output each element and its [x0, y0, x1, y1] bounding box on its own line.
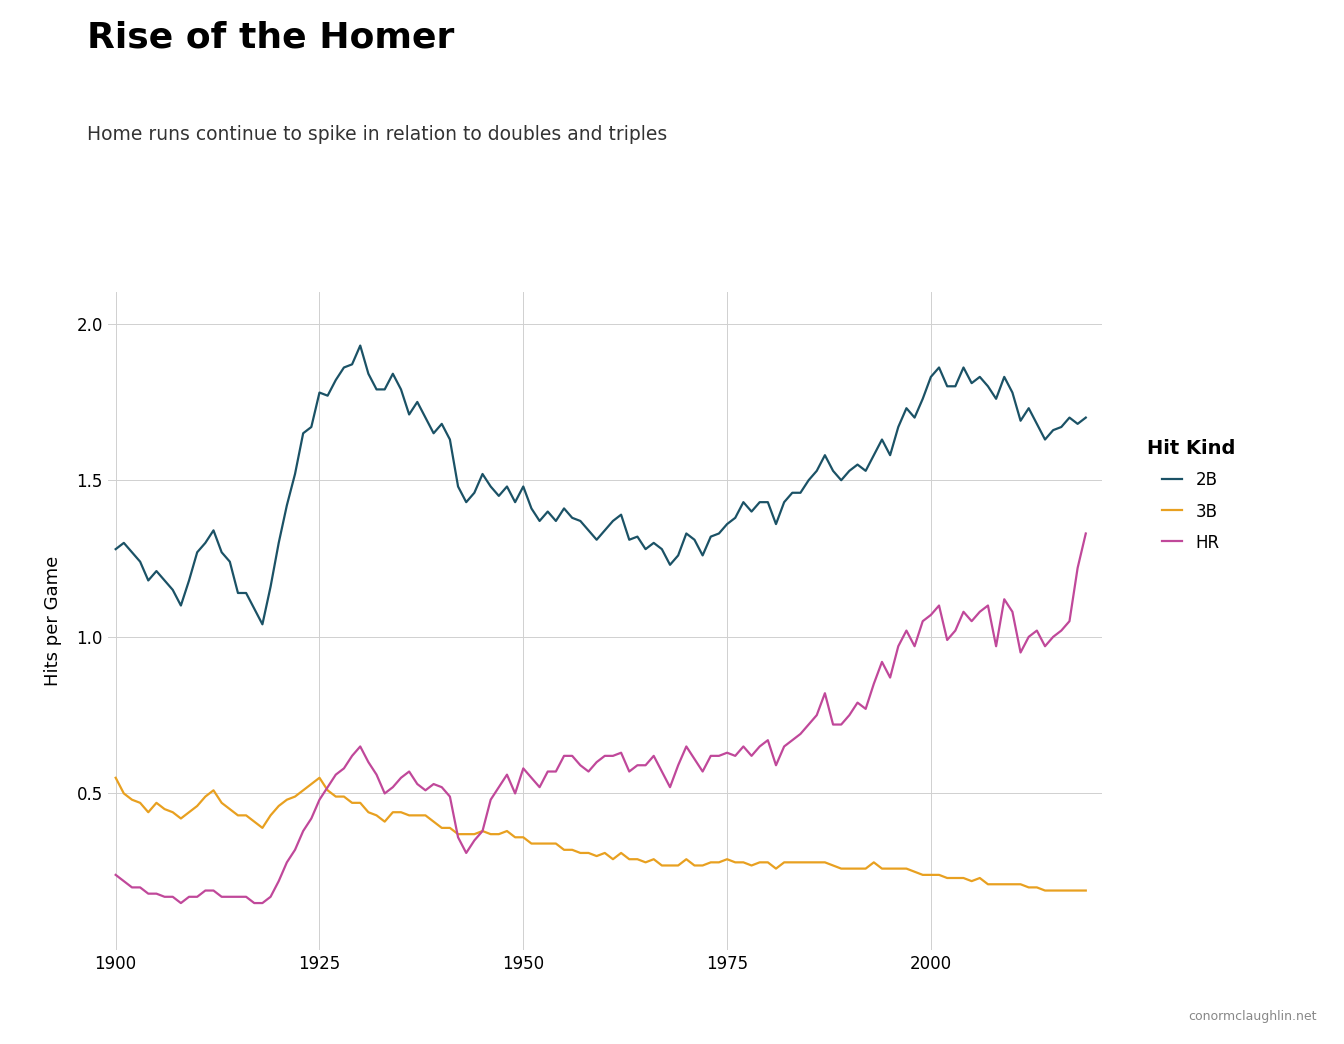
- 2B: [384, 367, 401, 380]
- 3B: [1078, 884, 1094, 897]
- Line: 2B: 2B: [116, 346, 1086, 624]
- 3B: [1038, 884, 1054, 897]
- 3B: [775, 856, 792, 869]
- Text: conormclaughlin.net: conormclaughlin.net: [1188, 1011, 1317, 1023]
- HR: [1054, 624, 1070, 637]
- 2B: [254, 618, 270, 631]
- HR: [785, 734, 801, 746]
- 2B: [352, 339, 368, 352]
- HR: [653, 765, 669, 778]
- 2B: [793, 487, 809, 499]
- Text: Rise of the Homer: Rise of the Homer: [87, 21, 454, 55]
- 3B: [1054, 884, 1070, 897]
- 2B: [320, 389, 336, 402]
- 2B: [1062, 411, 1078, 424]
- 3B: [645, 853, 661, 865]
- Line: 3B: 3B: [116, 778, 1086, 891]
- 3B: [108, 772, 124, 784]
- HR: [882, 671, 898, 684]
- 3B: [368, 809, 384, 822]
- HR: [1078, 527, 1094, 540]
- Legend: 2B, 3B, HR: 2B, 3B, HR: [1140, 432, 1242, 559]
- 3B: [312, 772, 328, 784]
- 2B: [663, 559, 679, 571]
- 2B: [1078, 411, 1094, 424]
- Y-axis label: Hits per Game: Hits per Game: [44, 556, 62, 686]
- Text: Home runs continue to spike in relation to doubles and triples: Home runs continue to spike in relation …: [87, 125, 668, 144]
- HR: [108, 869, 124, 881]
- Line: HR: HR: [116, 533, 1086, 903]
- 2B: [108, 543, 124, 555]
- HR: [320, 781, 336, 793]
- HR: [173, 897, 190, 909]
- 2B: [890, 421, 906, 433]
- HR: [376, 787, 392, 800]
- 3B: [874, 862, 890, 875]
